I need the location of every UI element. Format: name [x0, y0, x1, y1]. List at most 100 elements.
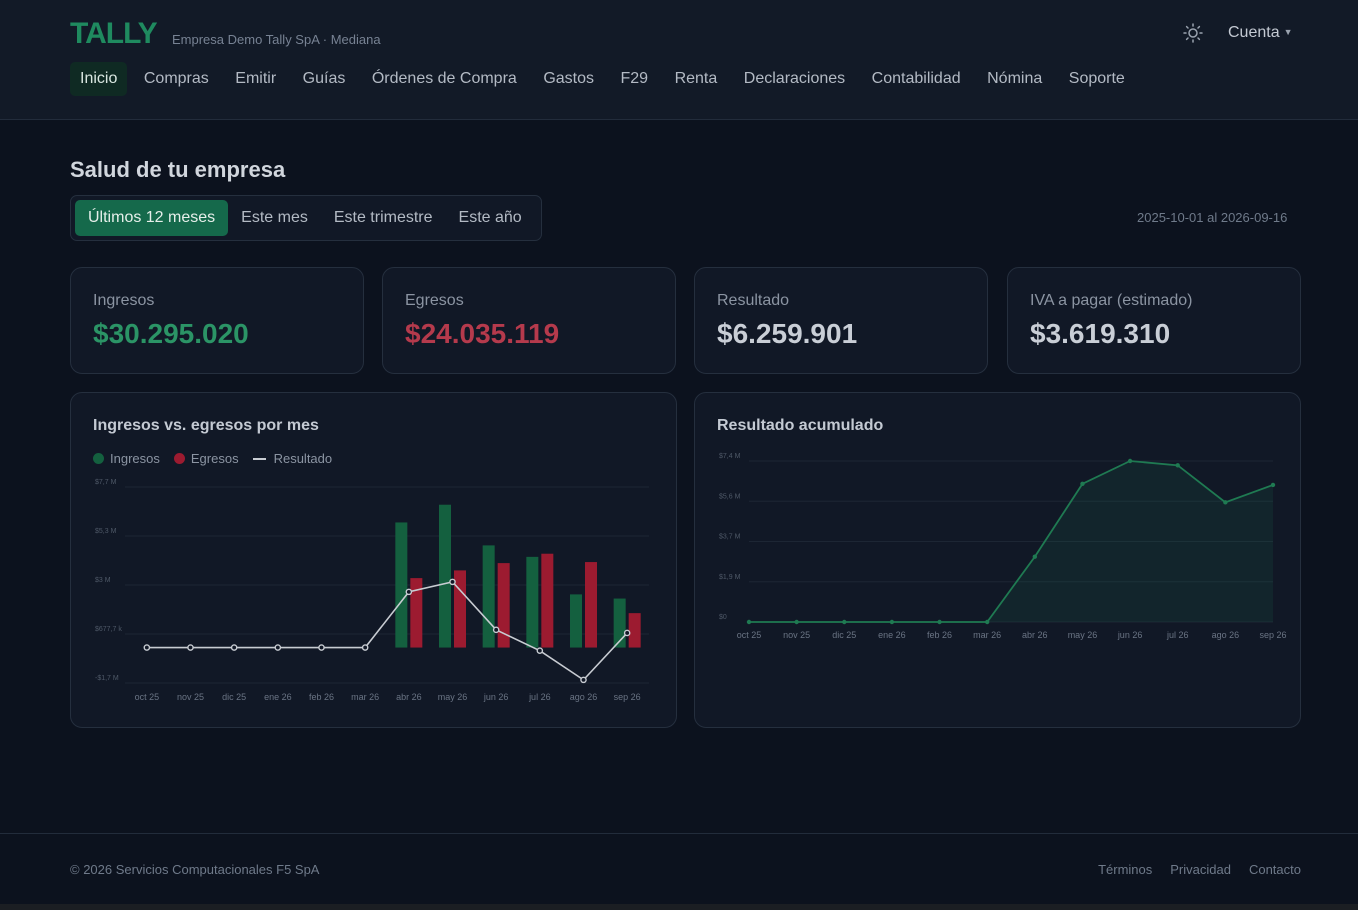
- nav-item-f29[interactable]: F29: [620, 70, 649, 87]
- point-resultado-acumulado: [984, 619, 990, 625]
- range-tab-this-year[interactable]: Este año: [458, 209, 522, 226]
- point-resultado-acumulado: [889, 619, 895, 625]
- bar-chart-ingresos-egresos: $7,7 M $5,3 M $3 M $677,7 k -$1,7 M oct 25 nov…: [95, 479, 649, 702]
- footer-link-privacidad[interactable]: Privacidad: [1170, 862, 1231, 877]
- kpi-value: $3.619.310: [1030, 318, 1171, 349]
- bar-ingresos: [439, 504, 451, 648]
- point-resultado: [580, 676, 587, 684]
- range-tab-this-month[interactable]: Este mes: [241, 209, 308, 226]
- bar-egresos: [541, 553, 554, 648]
- point-resultado: [187, 644, 194, 651]
- point-resultado: [623, 629, 631, 637]
- kpi-card-egresos: Egresos $24.035.119: [382, 267, 676, 374]
- point-resultado-acumulado: [1223, 500, 1228, 505]
- x-tick-label: ene 26: [878, 630, 906, 640]
- point-resultado: [405, 588, 413, 596]
- nav-item-renta[interactable]: Renta: [674, 70, 718, 87]
- chevron-down-icon: ▼: [1283, 27, 1293, 37]
- x-tick-label: mar 26: [351, 692, 379, 702]
- point-resultado: [449, 578, 456, 586]
- chart-panel-resultado-acumulado: Resultado acumulado $7,4 M $5,6 M $3,7 M $1…: [694, 392, 1301, 728]
- top-bar: TALLY Empresa Demo Tally SpA · Mediana C…: [0, 0, 1358, 120]
- kpi-card-iva: IVA a pagar (estimado) $3.619.310: [1007, 267, 1301, 374]
- bar-egresos: [585, 562, 597, 648]
- nav-item-contabilidad[interactable]: Contabilidad: [871, 70, 961, 87]
- point-resultado: [143, 644, 151, 651]
- kpi-label: Egresos: [405, 292, 464, 309]
- nav-item-compras[interactable]: Compras: [143, 70, 209, 87]
- x-tick-label: may 26: [1068, 630, 1098, 640]
- y-tick-label: $677,7 k: [95, 626, 122, 633]
- nav-item-declaraciones[interactable]: Declaraciones: [743, 70, 846, 87]
- nav-item-emitir[interactable]: Emitir: [235, 70, 277, 87]
- y-tick-label: $3,7 M: [719, 534, 741, 541]
- nav-item-soporte[interactable]: Soporte: [1068, 70, 1125, 87]
- point-resultado: [492, 626, 500, 634]
- main-nav: Inicio Compras Emitir Guías Órdenes de C…: [70, 62, 1141, 96]
- x-tick-label: nov 25: [783, 630, 810, 640]
- footer-link-contacto[interactable]: Contacto: [1248, 862, 1301, 877]
- bar-ingresos: [613, 598, 626, 648]
- bar-ingresos: [526, 556, 539, 648]
- account-menu[interactable]: Cuenta ▼: [1228, 24, 1293, 42]
- bar-egresos: [628, 613, 641, 648]
- nav-item-inicio[interactable]: Inicio: [70, 62, 128, 96]
- bar-egresos: [497, 563, 510, 648]
- y-tick-label: $0: [719, 614, 727, 621]
- y-tick-label: $7,7 M: [95, 479, 117, 486]
- line-resultado-acumulado: [749, 460, 1274, 623]
- footer-link-terminos[interactable]: Términos: [1098, 862, 1153, 877]
- legend-item-resultado[interactable]: Resultado: [252, 451, 333, 466]
- x-tick-label: abr 26: [1022, 630, 1048, 640]
- point-resultado-acumulado: [1127, 458, 1133, 464]
- point-resultado-acumulado: [1270, 482, 1276, 488]
- footer-links: Términos Privacidad Contacto: [1080, 862, 1301, 877]
- x-tick-label: jul 26: [1166, 630, 1189, 640]
- point-resultado-acumulado: [842, 619, 847, 625]
- y-tick-label: $7,4 M: [719, 453, 741, 460]
- point-resultado-acumulado: [794, 619, 799, 625]
- chart-title: Ingresos vs. egresos por mes: [93, 417, 319, 434]
- legend-swatch: [252, 457, 266, 460]
- range-tab-this-quarter[interactable]: Este trimestre: [333, 209, 433, 226]
- copyright: © 2026 Servicios Computacionales F5 SpA: [70, 862, 320, 877]
- theme-toggle-sun-icon[interactable]: [1183, 23, 1203, 43]
- account-label: Cuenta: [1228, 24, 1280, 41]
- line-resultado: [146, 580, 628, 681]
- x-tick-label: sep 26: [614, 692, 641, 702]
- bar-egresos: [410, 578, 423, 648]
- point-resultado-acumulado: [1032, 554, 1038, 559]
- bar-egresos: [454, 570, 466, 648]
- point-resultado: [536, 647, 544, 654]
- company-name: Empresa Demo Tally SpA · Mediana: [172, 32, 381, 47]
- date-range-text: 2025-10-01 al 2026-09-16: [1137, 210, 1288, 225]
- tally-logo[interactable]: TALLY: [70, 17, 162, 45]
- y-tick-label: $1,9 M: [719, 574, 741, 581]
- nav-item-nomina[interactable]: Nómina: [987, 70, 1043, 87]
- point-resultado-acumulado: [1175, 463, 1180, 468]
- range-tab-last-12-months[interactable]: Últimos 12 meses: [75, 200, 229, 236]
- y-tick-label: $5,6 M: [719, 493, 741, 500]
- legend-label: Ingresos: [110, 451, 160, 466]
- point-resultado-acumulado: [937, 619, 942, 625]
- nav-item-guias[interactable]: Guías: [302, 70, 346, 87]
- x-tick-label: ago 26: [570, 692, 598, 702]
- nav-item-gastos[interactable]: Gastos: [543, 70, 594, 87]
- x-tick-label: abr 26: [396, 692, 422, 702]
- point-resultado: [318, 644, 325, 651]
- point-resultado: [230, 644, 238, 651]
- logo-text: TALLY: [70, 17, 158, 45]
- x-tick-label: feb 26: [927, 630, 952, 640]
- x-tick-label: feb 26: [309, 692, 334, 702]
- legend-item-ingresos[interactable]: Ingresos: [93, 451, 160, 466]
- x-tick-label: oct 25: [737, 630, 762, 640]
- legend-item-egresos[interactable]: Egresos: [173, 451, 239, 466]
- bar-ingresos: [570, 594, 582, 648]
- point-resultado: [274, 644, 282, 651]
- page-title: Salud de tu empresa: [70, 157, 286, 182]
- nav-item-ordenes-de-compra[interactable]: Órdenes de Compra: [371, 70, 517, 87]
- legend-label: Resultado: [273, 451, 333, 466]
- x-tick-label: jun 26: [1117, 630, 1143, 640]
- kpi-card-resultado: Resultado $6.259.901: [694, 267, 988, 374]
- y-tick-label: -$1,7 M: [95, 675, 119, 682]
